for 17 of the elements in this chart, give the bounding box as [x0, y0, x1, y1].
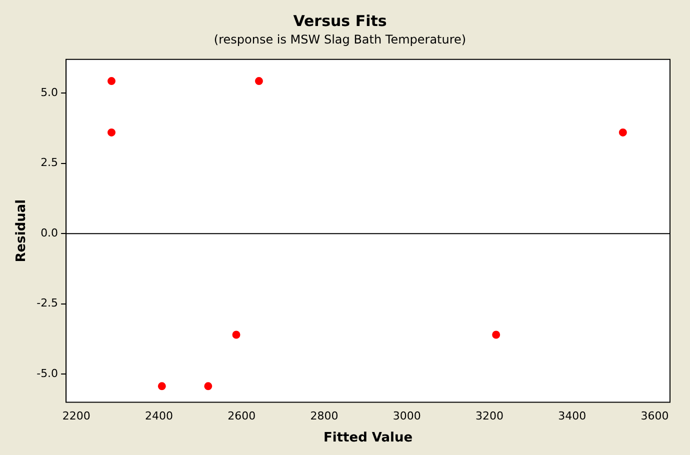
x-tick-label: 3600 [640, 410, 669, 423]
x-tick-label: 2200 [62, 410, 90, 423]
y-axis-title: Residual [14, 199, 30, 262]
chart-title: Versus Fits [293, 12, 387, 30]
x-tick-label: 3200 [475, 410, 504, 423]
y-tick-label: -5.0 [36, 366, 58, 380]
y-tick-label: 2.5 [40, 156, 58, 170]
y-tick-label: 0.0 [40, 226, 58, 240]
y-tick-label: -2.5 [36, 296, 58, 310]
x-tick-label: 3400 [558, 410, 586, 423]
x-axis-title: Fitted Value [323, 430, 413, 446]
x-tick-label: 2800 [310, 410, 338, 423]
y-tick-label: 5.0 [40, 86, 58, 99]
x-tick-label: 3000 [392, 410, 421, 423]
x-tick-label: 2400 [145, 410, 174, 423]
x-tick-label: 2600 [228, 410, 256, 423]
chart-subtitle: (response is MSW Slag Bath Temperature) [214, 32, 466, 46]
